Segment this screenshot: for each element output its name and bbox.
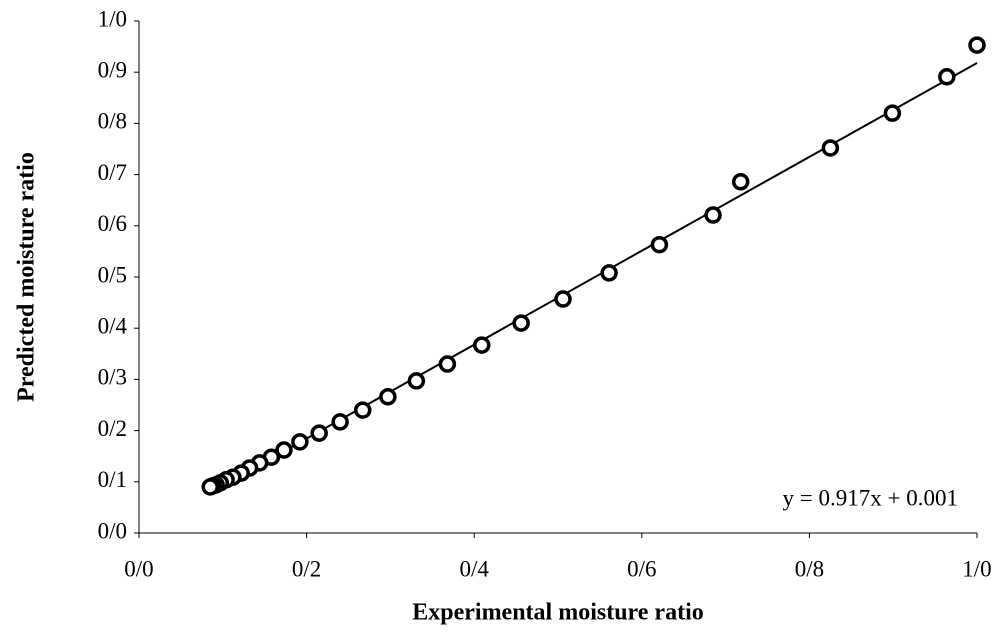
y-tick-label: 0/8 <box>98 109 127 134</box>
y-tick-label: 1/0 <box>98 6 127 31</box>
y-tick-label: 0/0 <box>98 518 127 543</box>
point <box>331 413 349 431</box>
y-tick-label: 0/9 <box>98 57 127 82</box>
y-tick-label: 0/3 <box>98 365 127 390</box>
point <box>353 401 372 419</box>
point <box>379 388 397 406</box>
x-axis-title: Experimental moisture ratio <box>412 600 704 626</box>
point <box>938 68 956 86</box>
x-tick-label: 0/4 <box>460 556 490 581</box>
y-tick-label: 0/2 <box>98 416 127 441</box>
point <box>512 314 530 332</box>
point <box>438 355 457 373</box>
point <box>731 173 750 191</box>
point <box>554 290 572 308</box>
equation: y = 0.917x + 0.001 <box>783 485 958 510</box>
x-tick-label: 0/2 <box>292 556 321 581</box>
x-tick-label: 1/0 <box>962 556 991 581</box>
point <box>310 424 328 442</box>
y-tick-label: 0/7 <box>98 160 127 185</box>
point <box>968 36 986 54</box>
point <box>650 235 669 254</box>
point <box>407 372 426 390</box>
x-tick-label: 0/8 <box>795 556 824 581</box>
point <box>275 441 293 459</box>
point <box>201 478 219 496</box>
point <box>821 139 840 157</box>
point <box>600 264 618 282</box>
point <box>291 433 309 451</box>
y-tick-label: 0/4 <box>98 313 128 338</box>
x-tick-label: 0/0 <box>124 556 153 581</box>
y-axis-title: Predicted moisture ratio <box>14 152 40 402</box>
point <box>472 336 491 354</box>
y-tick-label: 0/1 <box>98 467 127 492</box>
x-tick-label: 0/6 <box>627 556 656 581</box>
point <box>883 104 902 122</box>
y-tick-label: 0/5 <box>98 262 127 287</box>
point <box>704 206 722 224</box>
y-tick-label: 0/6 <box>98 211 127 236</box>
